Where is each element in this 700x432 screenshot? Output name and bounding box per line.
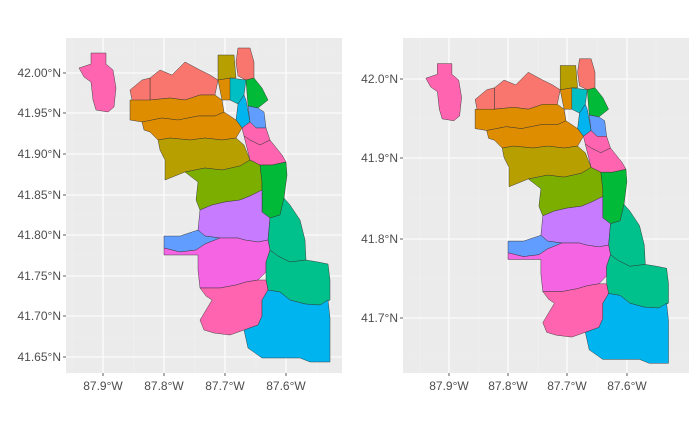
left-x-tick-label: 87.6°W — [266, 379, 306, 393]
left-y-tick-label: 41.75°N — [18, 269, 62, 283]
community-area — [559, 65, 578, 91]
community-area — [425, 63, 462, 122]
right-y-axis: 41.7°N 41.8°N 41.9°N 42.0°N — [361, 72, 398, 325]
right-x-tick-label: 87.8°W — [488, 379, 528, 393]
right-y-tick-label: 41.8°N — [361, 232, 398, 246]
community-area — [585, 293, 669, 364]
left-y-tick-label: 41.90°N — [18, 147, 62, 161]
left-y-tick-label: 41.70°N — [18, 309, 62, 323]
right-x-tick-label: 87.9°W — [429, 379, 469, 393]
left-y-tick-label: 41.65°N — [18, 350, 62, 364]
left-map-panel: 41.65°N 41.70°N 41.75°N 41.80°N 41.85°N … — [18, 38, 342, 393]
right-map-panel: 41.7°N 41.8°N 41.9°N 42.0°N 87.9°W 87.8°… — [361, 38, 689, 393]
right-community-areas — [425, 58, 669, 364]
community-area — [235, 47, 255, 81]
right-y-tick-label: 41.7°N — [361, 311, 398, 325]
left-community-areas — [78, 47, 331, 363]
right-x-tick-label: 87.7°W — [547, 379, 587, 393]
right-y-tick-label: 42.0°N — [361, 72, 398, 86]
left-y-axis: 41.65°N 41.70°N 41.75°N 41.80°N 41.85°N … — [18, 66, 62, 364]
left-y-tick-label: 41.80°N — [18, 228, 62, 242]
right-y-tick-label: 41.9°N — [361, 151, 398, 165]
left-x-axis: 87.9°W 87.8°W 87.7°W 87.6°W — [83, 379, 306, 393]
community-area — [577, 58, 596, 91]
left-x-tick-label: 87.8°W — [144, 379, 184, 393]
left-x-tick-label: 87.9°W — [83, 379, 123, 393]
left-y-tick-label: 41.85°N — [18, 188, 62, 202]
community-area — [217, 54, 237, 81]
right-x-axis: 87.9°W 87.8°W 87.7°W 87.6°W — [429, 379, 647, 393]
left-y-tick-label: 41.95°N — [18, 106, 62, 120]
community-area — [78, 52, 117, 113]
left-x-tick-label: 87.7°W — [205, 379, 245, 393]
community-area — [243, 289, 331, 363]
left-y-tick-label: 42.00°N — [18, 66, 62, 80]
right-x-tick-label: 87.6°W — [607, 379, 647, 393]
